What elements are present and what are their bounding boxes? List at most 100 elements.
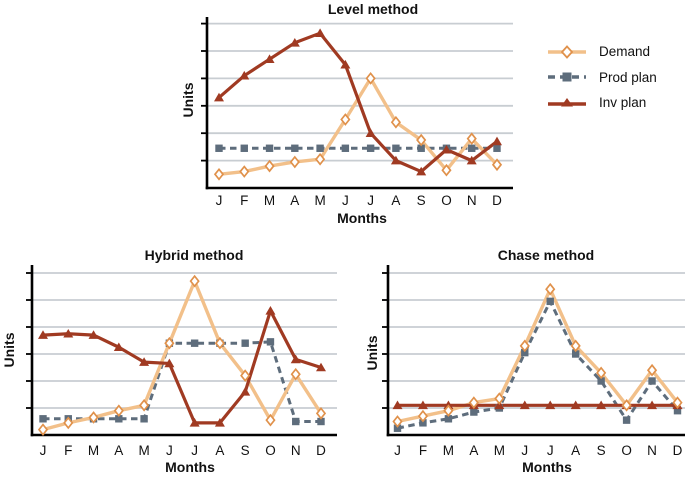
marker-inv-plan (340, 59, 351, 69)
marker-inv-plan (390, 155, 401, 165)
month-tick-label: A (215, 443, 224, 458)
marker-demand (265, 413, 276, 427)
marker-demand (416, 133, 427, 147)
y-axis-label-hybrid: Units (1, 332, 17, 368)
marker-inv-plan (265, 306, 276, 315)
month-tick-label: A (114, 443, 123, 458)
marker-demand (240, 369, 251, 382)
month-tick-label: J (166, 443, 173, 458)
month-tick-label: J (191, 443, 198, 458)
marker-demand (468, 396, 479, 409)
marker-demand (417, 409, 429, 423)
marker-inv-plan (63, 328, 74, 338)
marker-demand (37, 423, 49, 436)
marker-demand (519, 339, 530, 353)
month-tick-label: J (521, 443, 528, 458)
marker-prod-plan (393, 424, 402, 432)
marker-inv-plan (189, 418, 200, 427)
marker-prod-plan (673, 407, 682, 415)
marker-demand (290, 367, 301, 381)
chart-title-level: Level method (327, 1, 419, 17)
marker-prod-plan (546, 297, 554, 306)
marker-prod-plan (622, 416, 631, 424)
month-tick-label: M (138, 443, 149, 458)
month-tick-label: F (240, 193, 248, 208)
demand-line-marker-icon (548, 44, 586, 59)
marker-inv-plan (416, 166, 427, 176)
month-tick-label: O (265, 443, 276, 458)
marker-prod-plan (392, 144, 400, 152)
legend-item-demand: Demand (548, 39, 678, 65)
marker-prod-plan (316, 144, 324, 152)
marker-demand (214, 336, 225, 350)
marker-inv-plan (214, 418, 225, 427)
marker-inv-plan (214, 92, 224, 102)
marker-demand (264, 159, 275, 173)
month-tick-label: D (673, 443, 683, 458)
month-tick-label: M (494, 443, 505, 458)
legend-item-inv-plan: Inv plan (548, 90, 678, 116)
month-tick-label: J (40, 443, 47, 458)
x-axis-label-level: Months (337, 210, 387, 226)
marker-prod-plan (140, 415, 148, 423)
marker-prod-plan (648, 377, 656, 385)
month-tick-label: D (492, 193, 502, 208)
series-line-inv-plan (217, 31, 498, 174)
month-tick-label: O (621, 443, 632, 458)
marker-inv-plan (240, 387, 251, 396)
marker-prod-plan (417, 144, 425, 152)
marker-prod-plan (521, 348, 529, 357)
marker-demand (289, 155, 300, 169)
marker-demand (113, 404, 124, 418)
marker-prod-plan (115, 415, 123, 423)
marker-demand (139, 398, 150, 412)
month-tick-label: F (419, 443, 427, 458)
series-line-inv-plan (42, 309, 322, 425)
y-axis-label-chase: Units (364, 335, 380, 371)
legend-label-demand: Demand (599, 44, 651, 60)
marker-demand (340, 113, 351, 126)
marker-inv-plan (596, 400, 607, 410)
marker-inv-plan (113, 342, 124, 352)
marker-demand (88, 411, 99, 424)
marker-demand (315, 407, 327, 420)
month-tick-label: J (367, 193, 374, 208)
marker-demand (441, 163, 452, 177)
marker-inv-plan (315, 28, 326, 37)
month-tick-label: M (314, 193, 325, 208)
marker-prod-plan (444, 415, 453, 423)
series-line-demand (397, 287, 679, 424)
month-tick-label: O (441, 193, 452, 208)
marker-inv-plan (441, 144, 452, 154)
marker-inv-plan (466, 155, 477, 165)
month-tick-label: A (571, 443, 580, 458)
marker-inv-plan (316, 362, 326, 372)
marker-demand (545, 282, 556, 296)
marker-demand (646, 363, 658, 377)
marker-demand (189, 274, 200, 288)
marker-demand (63, 416, 74, 430)
legend-label-inv-plan: Inv plan (599, 95, 647, 111)
marker-demand (570, 339, 581, 353)
marker-inv-plan (264, 54, 275, 64)
marker-demand (621, 398, 632, 412)
marker-prod-plan (493, 144, 501, 152)
chart-title-chase: Chase method (497, 247, 595, 263)
x-axis-label-chase: Months (522, 459, 572, 475)
month-tick-label: N (647, 443, 657, 458)
month-tick-label: S (417, 193, 426, 208)
month-tick-label: S (241, 443, 250, 458)
marker-demand (443, 404, 454, 418)
month-tick-label: M (443, 443, 454, 458)
marker-inv-plan (365, 128, 376, 137)
month-tick-label: D (316, 443, 326, 458)
marker-inv-plan (164, 358, 175, 368)
chart-title-hybrid: Hybrid method (144, 247, 244, 263)
marker-demand (491, 158, 503, 172)
month-tick-label: S (597, 443, 606, 458)
month-tick-label: J (547, 443, 554, 458)
marker-prod-plan (190, 339, 199, 347)
marker-inv-plan (417, 400, 428, 410)
marker-inv-plan (519, 400, 530, 410)
month-tick-label: M (264, 193, 275, 208)
